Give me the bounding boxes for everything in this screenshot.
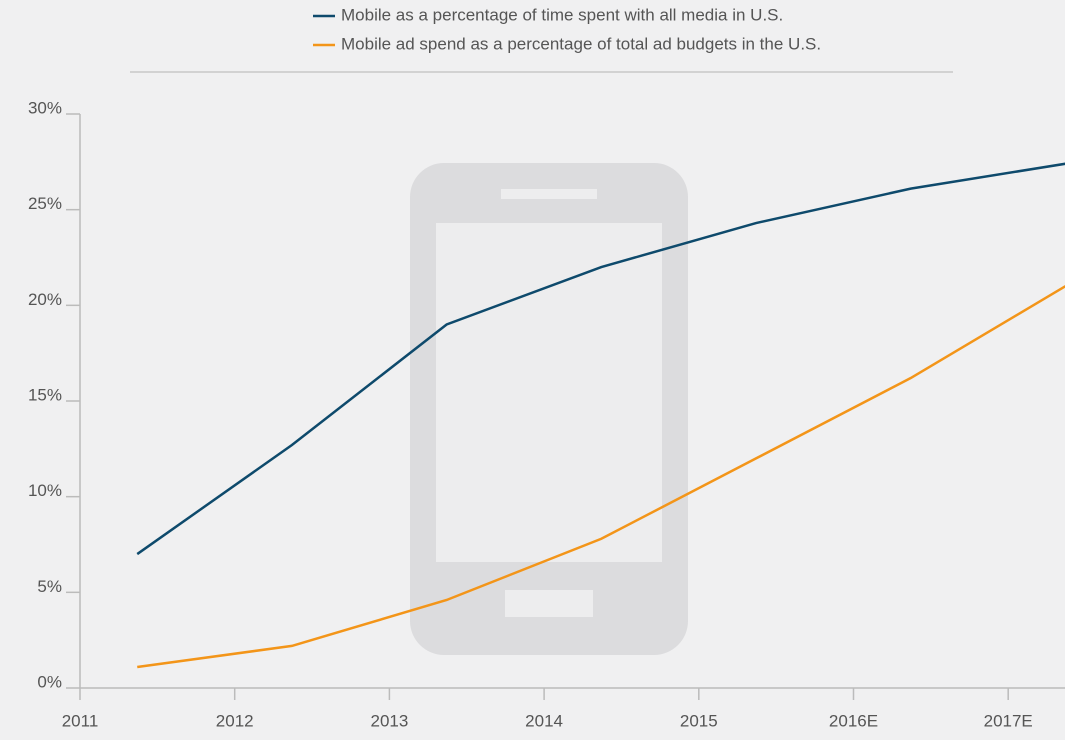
y-tick-label: 5% [37, 577, 62, 596]
x-tick-label: 2011 [62, 711, 99, 730]
x-tick-label: 2014 [525, 711, 563, 730]
legend-label: Mobile ad spend as a percentage of total… [341, 34, 821, 53]
phone-icon [410, 163, 688, 655]
phone-speaker [501, 189, 597, 199]
series-line [136, 162, 1065, 556]
y-tick-label: 15% [28, 385, 62, 404]
x-tick-label: 2016E [829, 711, 878, 730]
y-tick-label: 30% [28, 98, 62, 117]
x-tick-label: 2015 [680, 711, 718, 730]
legend-label: Mobile as a percentage of time spent wit… [341, 5, 783, 24]
x-tick-label: 2012 [216, 711, 254, 730]
x-tick-label: 2017E [984, 711, 1033, 730]
y-tick-label: 10% [28, 481, 62, 500]
y-tick-label: 0% [37, 672, 62, 691]
phone-screen [436, 223, 662, 562]
phone-button [505, 590, 593, 617]
x-tick-label: 2013 [370, 711, 408, 730]
series-line [137, 285, 1065, 669]
y-tick-label: 25% [28, 194, 62, 213]
y-tick-label: 20% [28, 290, 62, 309]
